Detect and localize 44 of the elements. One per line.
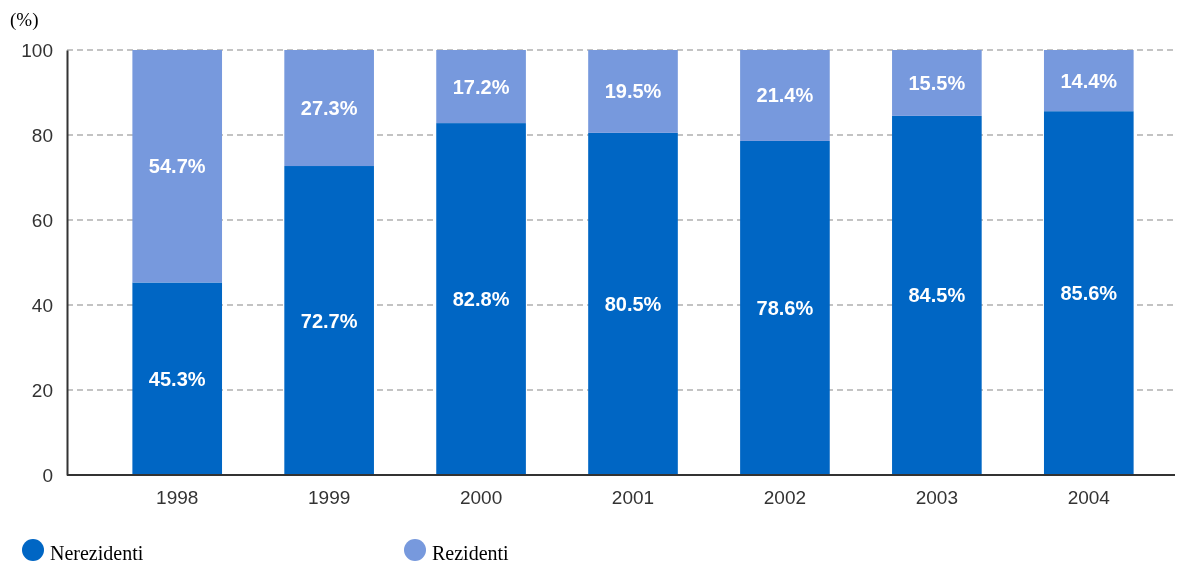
data-label: 17.2% (452, 75, 510, 98)
y-tick-label: 80 (31, 124, 53, 146)
y-axis-title: (%) (10, 9, 39, 31)
legend-label: Nerezidenti (50, 542, 144, 564)
data-label: 15.5% (908, 71, 966, 94)
data-label: 82.8% (452, 288, 510, 311)
data-label: 14.4% (1060, 69, 1118, 92)
bar (1043, 111, 1134, 475)
data-label: 45.3% (148, 367, 206, 390)
data-label: 72.7% (300, 309, 358, 332)
bar (1043, 50, 1134, 112)
x-tick-label: 2002 (763, 487, 807, 509)
bar (436, 50, 526, 124)
data-label: 21.4% (756, 84, 814, 107)
data-label: 78.6% (756, 296, 814, 319)
y-tick-label: 0 (42, 464, 53, 486)
x-tick-label: 2000 (459, 487, 503, 509)
x-tick-label: 1999 (308, 487, 351, 509)
bar (284, 50, 374, 167)
data-label: 27.3% (300, 97, 358, 120)
data-label: 19.5% (604, 80, 662, 103)
data-label: 85.6% (1060, 282, 1118, 305)
y-tick-label: 100 (21, 39, 53, 61)
bar (892, 115, 982, 475)
x-tick-label: 1998 (156, 487, 199, 509)
bar (284, 166, 374, 475)
bar (892, 50, 982, 116)
bar (740, 50, 830, 141)
bar (132, 282, 223, 475)
bar (132, 50, 223, 283)
legend-label: Rezidenti (432, 542, 510, 564)
bar (740, 140, 830, 475)
data-label: 54.7% (148, 155, 206, 178)
y-tick-label: 20 (31, 379, 53, 401)
x-tick-label: 2003 (915, 487, 958, 509)
bar (588, 132, 678, 475)
data-label: 84.5% (908, 284, 966, 307)
x-tick-label: 2001 (611, 487, 655, 509)
bar (436, 123, 526, 475)
x-tick-label: 2004 (1067, 487, 1111, 509)
y-tick-label: 40 (31, 294, 53, 316)
bar (588, 50, 678, 133)
y-tick-label: 60 (31, 209, 53, 231)
data-label: 80.5% (604, 292, 662, 315)
